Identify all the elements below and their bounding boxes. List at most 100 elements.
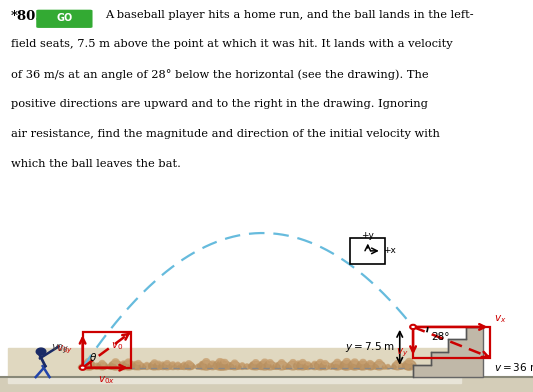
Circle shape bbox=[133, 361, 138, 365]
Circle shape bbox=[206, 365, 212, 369]
Circle shape bbox=[93, 364, 100, 369]
Text: A baseball player hits a home run, and the ball lands in the left-: A baseball player hits a home run, and t… bbox=[106, 10, 474, 20]
Circle shape bbox=[235, 365, 241, 369]
Circle shape bbox=[159, 363, 167, 370]
Circle shape bbox=[403, 363, 413, 370]
Circle shape bbox=[229, 361, 240, 370]
Circle shape bbox=[335, 364, 338, 366]
Circle shape bbox=[110, 365, 117, 369]
Circle shape bbox=[197, 363, 207, 370]
Circle shape bbox=[208, 362, 217, 370]
Circle shape bbox=[296, 361, 301, 365]
Circle shape bbox=[328, 364, 335, 369]
Circle shape bbox=[86, 363, 95, 370]
Circle shape bbox=[392, 362, 403, 370]
Circle shape bbox=[267, 360, 273, 364]
Circle shape bbox=[219, 359, 225, 364]
Circle shape bbox=[125, 363, 128, 366]
Circle shape bbox=[154, 363, 163, 370]
Circle shape bbox=[406, 361, 410, 365]
Circle shape bbox=[334, 359, 340, 364]
Circle shape bbox=[273, 365, 275, 367]
Circle shape bbox=[100, 361, 105, 364]
Circle shape bbox=[184, 362, 194, 370]
Circle shape bbox=[207, 365, 210, 367]
Circle shape bbox=[161, 362, 165, 365]
Circle shape bbox=[238, 364, 246, 369]
Circle shape bbox=[259, 361, 271, 370]
Circle shape bbox=[367, 361, 373, 364]
Circle shape bbox=[398, 365, 405, 369]
Text: air resistance, find the magnitude and direction of the initial velocity with: air resistance, find the magnitude and d… bbox=[11, 129, 440, 139]
Circle shape bbox=[174, 363, 182, 370]
Circle shape bbox=[122, 361, 135, 370]
Circle shape bbox=[237, 364, 240, 366]
Circle shape bbox=[253, 360, 259, 364]
Text: $v = 36$ m/s: $v = 36$ m/s bbox=[494, 361, 533, 374]
Circle shape bbox=[112, 359, 119, 363]
Circle shape bbox=[312, 361, 317, 365]
Circle shape bbox=[274, 363, 278, 366]
Circle shape bbox=[385, 365, 391, 369]
Circle shape bbox=[393, 365, 395, 367]
Circle shape bbox=[131, 363, 140, 370]
Text: $v_0$: $v_0$ bbox=[111, 340, 124, 352]
Text: which the ball leaves the bat.: which the ball leaves the bat. bbox=[11, 158, 181, 169]
Circle shape bbox=[168, 363, 177, 370]
Bar bbox=[351, 238, 385, 264]
Circle shape bbox=[36, 348, 46, 355]
Circle shape bbox=[304, 365, 306, 367]
Circle shape bbox=[200, 361, 213, 370]
Circle shape bbox=[322, 361, 328, 365]
Circle shape bbox=[259, 362, 263, 365]
Circle shape bbox=[406, 358, 413, 363]
Circle shape bbox=[320, 362, 330, 370]
Circle shape bbox=[343, 359, 350, 363]
Circle shape bbox=[290, 359, 296, 364]
Circle shape bbox=[125, 359, 132, 363]
Circle shape bbox=[395, 360, 400, 364]
Circle shape bbox=[123, 364, 130, 369]
Circle shape bbox=[101, 362, 105, 365]
Bar bbox=[8, 377, 461, 383]
Circle shape bbox=[387, 365, 389, 367]
Text: $v_x$: $v_x$ bbox=[494, 313, 506, 325]
Circle shape bbox=[376, 359, 382, 364]
Circle shape bbox=[182, 362, 186, 365]
Circle shape bbox=[149, 361, 160, 370]
Text: *80.: *80. bbox=[11, 10, 41, 23]
Circle shape bbox=[78, 365, 84, 369]
Circle shape bbox=[306, 362, 310, 365]
Circle shape bbox=[83, 362, 87, 365]
Circle shape bbox=[162, 362, 173, 370]
Circle shape bbox=[303, 365, 308, 369]
Circle shape bbox=[149, 364, 157, 369]
Circle shape bbox=[189, 362, 193, 365]
Circle shape bbox=[251, 362, 255, 365]
Circle shape bbox=[88, 362, 93, 365]
Circle shape bbox=[219, 361, 231, 370]
Circle shape bbox=[248, 363, 257, 370]
Text: GO: GO bbox=[56, 13, 72, 24]
Circle shape bbox=[329, 363, 333, 366]
Text: $v_y$: $v_y$ bbox=[397, 347, 409, 359]
Circle shape bbox=[297, 361, 309, 370]
Circle shape bbox=[273, 364, 280, 369]
Circle shape bbox=[176, 362, 180, 365]
Circle shape bbox=[360, 359, 366, 364]
Circle shape bbox=[217, 359, 223, 363]
Circle shape bbox=[284, 364, 287, 366]
Circle shape bbox=[109, 361, 122, 370]
FancyBboxPatch shape bbox=[36, 10, 93, 28]
Circle shape bbox=[156, 361, 161, 365]
Text: $v_{0y}$: $v_{0y}$ bbox=[56, 344, 73, 356]
Circle shape bbox=[342, 361, 347, 365]
Circle shape bbox=[95, 363, 99, 366]
Circle shape bbox=[143, 363, 151, 370]
Circle shape bbox=[145, 363, 149, 365]
Circle shape bbox=[352, 359, 358, 363]
Circle shape bbox=[352, 364, 355, 366]
Circle shape bbox=[391, 365, 396, 369]
Polygon shape bbox=[413, 327, 483, 377]
Circle shape bbox=[384, 365, 386, 367]
